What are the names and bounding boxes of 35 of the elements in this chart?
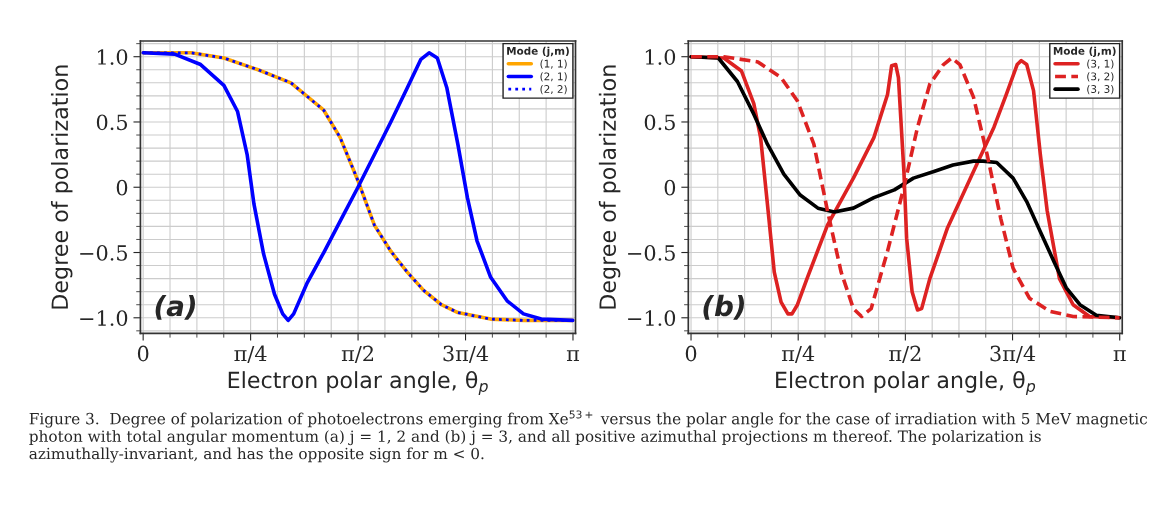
y-axis-title: Degree of polarization <box>50 65 73 309</box>
legend-label: (2, 1) <box>540 72 567 82</box>
y-axis-title: Degree of polarization <box>598 65 621 309</box>
y-tick-label: −1.0 <box>628 310 676 326</box>
legend-label: (3, 1) <box>1087 59 1114 69</box>
x-tick-label: π <box>566 350 580 362</box>
legend-title: Mode (j,m) <box>1053 46 1116 57</box>
legend-label: (1, 1) <box>540 59 567 69</box>
x-tick-label: π/2 <box>341 345 374 364</box>
annotation: (a) <box>155 294 196 320</box>
x-tick-label: 0 <box>137 345 149 362</box>
legend-title: Mode (j,m) <box>507 46 569 57</box>
y-tick-label: 0 <box>664 179 676 196</box>
legend-label: (3, 3) <box>1087 84 1114 95</box>
x-axis-title: Electron polar angle, θ$_{p}$ <box>228 370 488 395</box>
y-tick-label: −1.0 <box>80 310 128 326</box>
y-tick-label: 0.5 <box>644 114 675 131</box>
y-tick-label: 0 <box>116 179 128 196</box>
y-tick-label: −0.5 <box>80 244 128 261</box>
annotation: (b) <box>703 294 744 320</box>
y-tick-label: 0.5 <box>96 114 128 131</box>
y-tick-label: 1.0 <box>98 49 128 65</box>
x-tick-label: 0 <box>685 345 697 362</box>
x-tick-label: 3π/4 <box>443 345 489 364</box>
legend-label: (2, 2) <box>540 84 567 95</box>
x-axis-title: Electron polar angle, θ$_{p}$ <box>776 370 1036 395</box>
x-tick-label: π/2 <box>889 345 921 364</box>
y-tick-label: −0.5 <box>628 244 675 261</box>
x-tick-label: π/4 <box>234 345 267 364</box>
y-tick-label: 1.0 <box>645 49 676 65</box>
x-tick-label: 3π/4 <box>990 345 1036 364</box>
legend-label: (3, 2) <box>1087 72 1114 82</box>
x-tick-label: π/4 <box>781 345 815 364</box>
caption: Figure 3. Degree of polarization of photoelectrons emerging from Xe$^{53+}$ versus the polar angle for the case of irradiation with 5 MeV magnetic photon with total angular momentum (a) j = 1, 2 and (b) j = 3, and all positive azimuthal projections m thereof. The polarization is azimuthally-invariant, and has the opposite sign for m < 0. <box>29 410 1148 463</box>
x-tick-label: π <box>1113 350 1126 362</box>
